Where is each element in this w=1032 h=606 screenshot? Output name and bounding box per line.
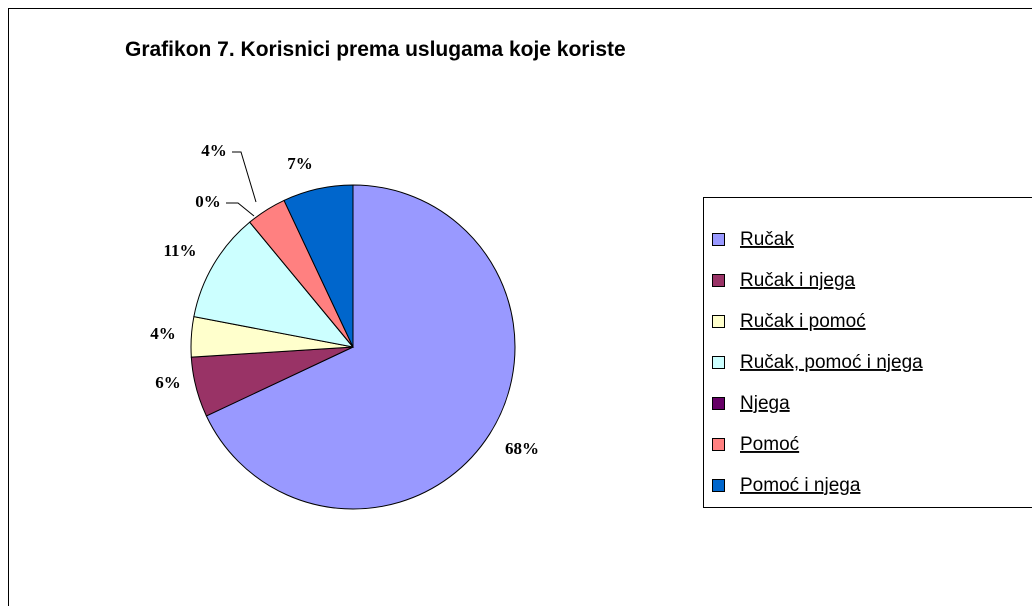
legend-swatch [712,438,725,451]
legend-swatch [712,315,725,328]
value-label: 6% [155,373,181,392]
legend-label: Pomoć [740,434,799,455]
legend-swatch [712,233,725,246]
legend-swatch [712,274,725,287]
value-label: 7% [287,154,313,173]
legend-label: Njega [740,393,790,414]
legend-label: Ručak i njega [740,270,856,291]
leader-line [232,151,257,203]
pie-slice [283,184,354,348]
pie-slice [205,184,516,510]
value-label: 11% [163,241,196,260]
value-label: 0% [195,192,221,211]
pie-slice [193,221,355,348]
legend-swatch [712,479,725,492]
legend-box [703,197,1032,508]
value-label: 68% [505,439,539,458]
legend-swatch [712,397,725,410]
legend-label: Ručak [740,229,794,250]
legend-label: Pomoć i njega [740,475,861,496]
legend-swatch [712,356,725,369]
chart-title: Grafikon 7. Korisnici prema uslugama koj… [125,38,626,61]
value-label: 4% [201,141,227,160]
legend-label: Ručak i pomoć [740,311,866,332]
leader-line [226,202,255,217]
legend-label: Ručak, pomoć i njega [740,352,923,373]
value-label: 4% [150,324,176,343]
